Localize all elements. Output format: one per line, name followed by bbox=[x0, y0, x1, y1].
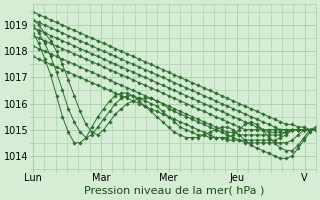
X-axis label: Pression niveau de la mer( hPa ): Pression niveau de la mer( hPa ) bbox=[84, 186, 265, 196]
